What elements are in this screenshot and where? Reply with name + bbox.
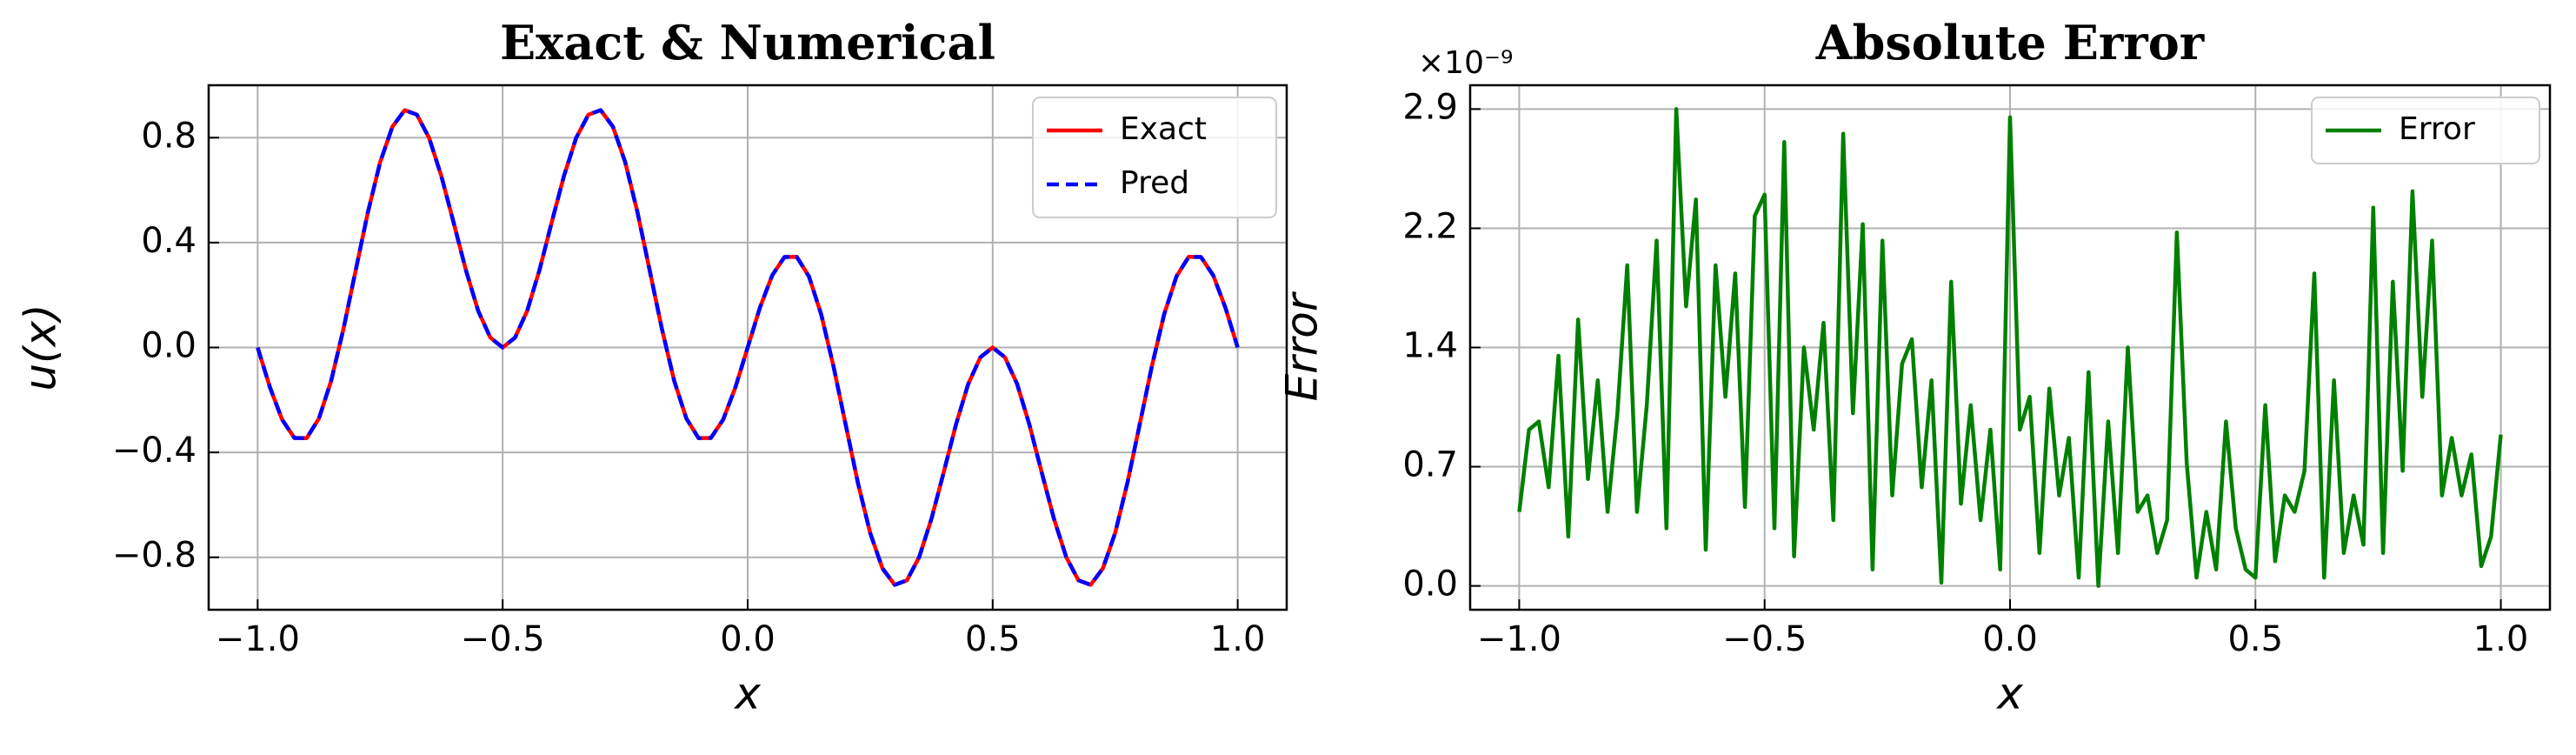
y-tick-label: −0.4 bbox=[112, 431, 196, 471]
axes: −1.0 −0.5 0.0 0.5 1.0 −0.8 −0.4 0.0 0.4 0.8 Exact … bbox=[16, 15, 1288, 719]
axes-frame bbox=[1468, 84, 2552, 611]
y-tick-label: 0.8 bbox=[141, 116, 196, 156]
y-tick-label: 0.4 bbox=[141, 221, 196, 261]
x-tick-label: −0.5 bbox=[461, 619, 545, 659]
legend-label: Error bbox=[2399, 111, 2475, 147]
chart-title: Exact & Numerical bbox=[500, 15, 995, 70]
data-line bbox=[1517, 107, 2503, 588]
y-tick-label: 0.0 bbox=[141, 326, 196, 366]
y-tick-label: 0.0 bbox=[1402, 565, 1458, 605]
legend-box bbox=[1032, 97, 1277, 218]
legend-label: Exact bbox=[1120, 111, 1207, 147]
x-tick-label: 0.0 bbox=[720, 619, 775, 659]
y-tick-label: 2.2 bbox=[1402, 206, 1458, 246]
x-tick-label: 0.5 bbox=[965, 619, 1021, 659]
x-tick-label: −1.0 bbox=[1477, 619, 1561, 659]
chart-title: Absolute Error bbox=[1815, 15, 2205, 70]
y-tick-label: −0.8 bbox=[112, 536, 196, 576]
y-tick-label: 2.9 bbox=[1402, 87, 1458, 127]
x-tick-label: −1.0 bbox=[216, 619, 300, 659]
x-tick-label: 1.0 bbox=[1210, 619, 1266, 659]
x-tick-label: 0.0 bbox=[1982, 619, 2038, 659]
x-axis-label: x bbox=[1995, 669, 2023, 719]
y-offset-label: ×10⁻⁹ bbox=[1418, 45, 1513, 81]
legend-label: Pred bbox=[1120, 165, 1189, 201]
x-tick-label: 1.0 bbox=[2473, 619, 2529, 659]
axes: −1.0 −0.5 0.0 0.5 1.0 0.0 0.7 1.4 2.2 2.9 Absolute… bbox=[1277, 15, 2552, 719]
x-axis-label: x bbox=[733, 669, 761, 719]
y-tick-label: 0.7 bbox=[1402, 445, 1458, 485]
legend-box bbox=[2311, 97, 2540, 164]
y-tick-label: 1.4 bbox=[1402, 326, 1458, 366]
data-line bbox=[256, 108, 1240, 587]
axes-frame bbox=[207, 84, 1288, 611]
x-tick-label: −0.5 bbox=[1722, 619, 1807, 659]
y-axis-label: Error bbox=[1277, 291, 1328, 401]
x-tick-label: 0.5 bbox=[2227, 619, 2283, 659]
y-axis-label: u(x) bbox=[16, 304, 66, 391]
